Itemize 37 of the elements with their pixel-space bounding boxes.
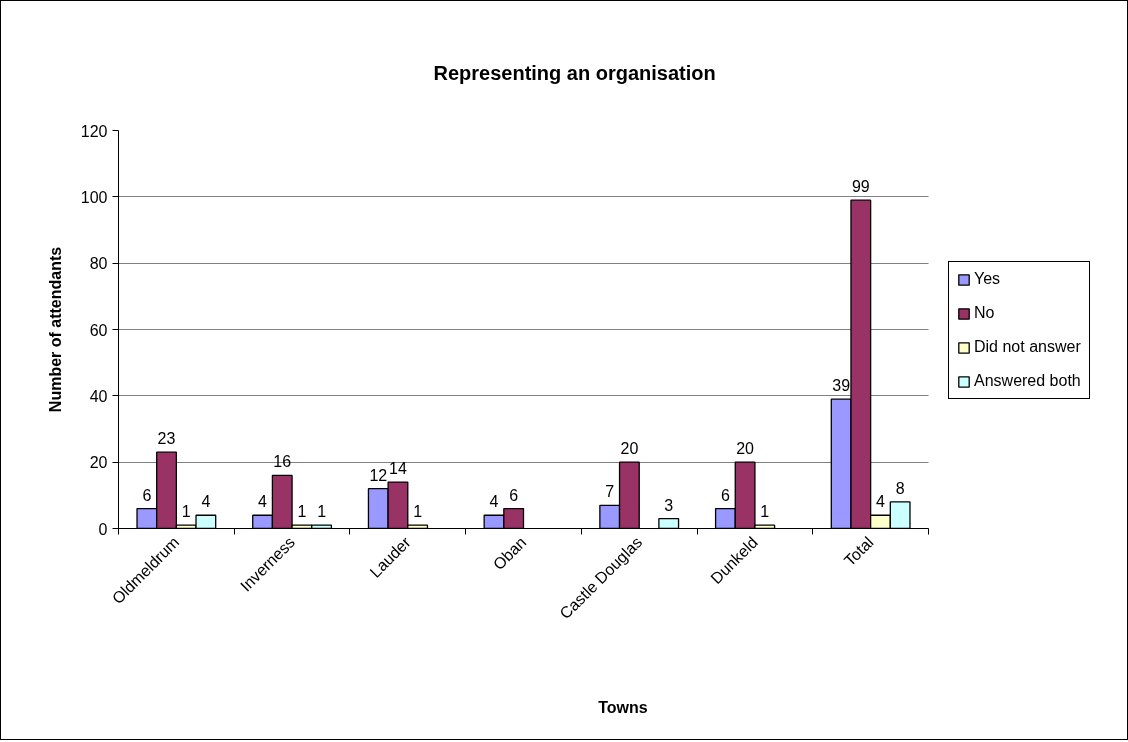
data-label: 3	[664, 496, 674, 514]
data-label: 20	[620, 440, 639, 458]
y-tick-label: 0	[98, 520, 108, 538]
data-label: 6	[509, 486, 519, 504]
y-tick-label: 60	[89, 321, 108, 339]
data-label: 4	[201, 493, 211, 511]
data-label: 4	[876, 493, 886, 511]
y-tick-label: 40	[89, 387, 108, 405]
data-label: 7	[605, 483, 615, 501]
y-tick-label: 80	[89, 255, 108, 273]
y-axis-title: Number of attendants	[46, 246, 64, 413]
legend-label: No	[974, 304, 995, 322]
legend-label: Did not answer	[974, 338, 1081, 356]
legend-label: Yes	[974, 270, 1001, 288]
data-label: 12	[369, 466, 388, 484]
data-label: 8	[895, 479, 905, 497]
data-label: 14	[389, 460, 407, 478]
data-label: 20	[736, 440, 755, 458]
data-label: 4	[489, 493, 499, 511]
y-tick-label: 100	[80, 188, 108, 206]
legend-label: Answered both	[974, 372, 1081, 390]
data-label: 6	[142, 486, 152, 504]
data-label: 6	[720, 486, 730, 504]
x-axis-title: Towns	[598, 699, 648, 717]
data-label: 23	[157, 430, 176, 448]
data-label: 4	[258, 493, 268, 511]
data-label: 99	[851, 178, 870, 196]
y-tick-label: 20	[89, 454, 108, 472]
data-label: 16	[273, 453, 292, 471]
data-label: 1	[413, 503, 423, 521]
data-label: 1	[181, 503, 191, 521]
data-label: 1	[760, 503, 770, 521]
y-tick-label: 120	[80, 122, 108, 140]
data-label: 1	[297, 503, 307, 521]
data-label: 39	[832, 377, 851, 395]
data-label: 1	[317, 503, 327, 521]
chart-title: Representing an organisation	[433, 61, 716, 84]
